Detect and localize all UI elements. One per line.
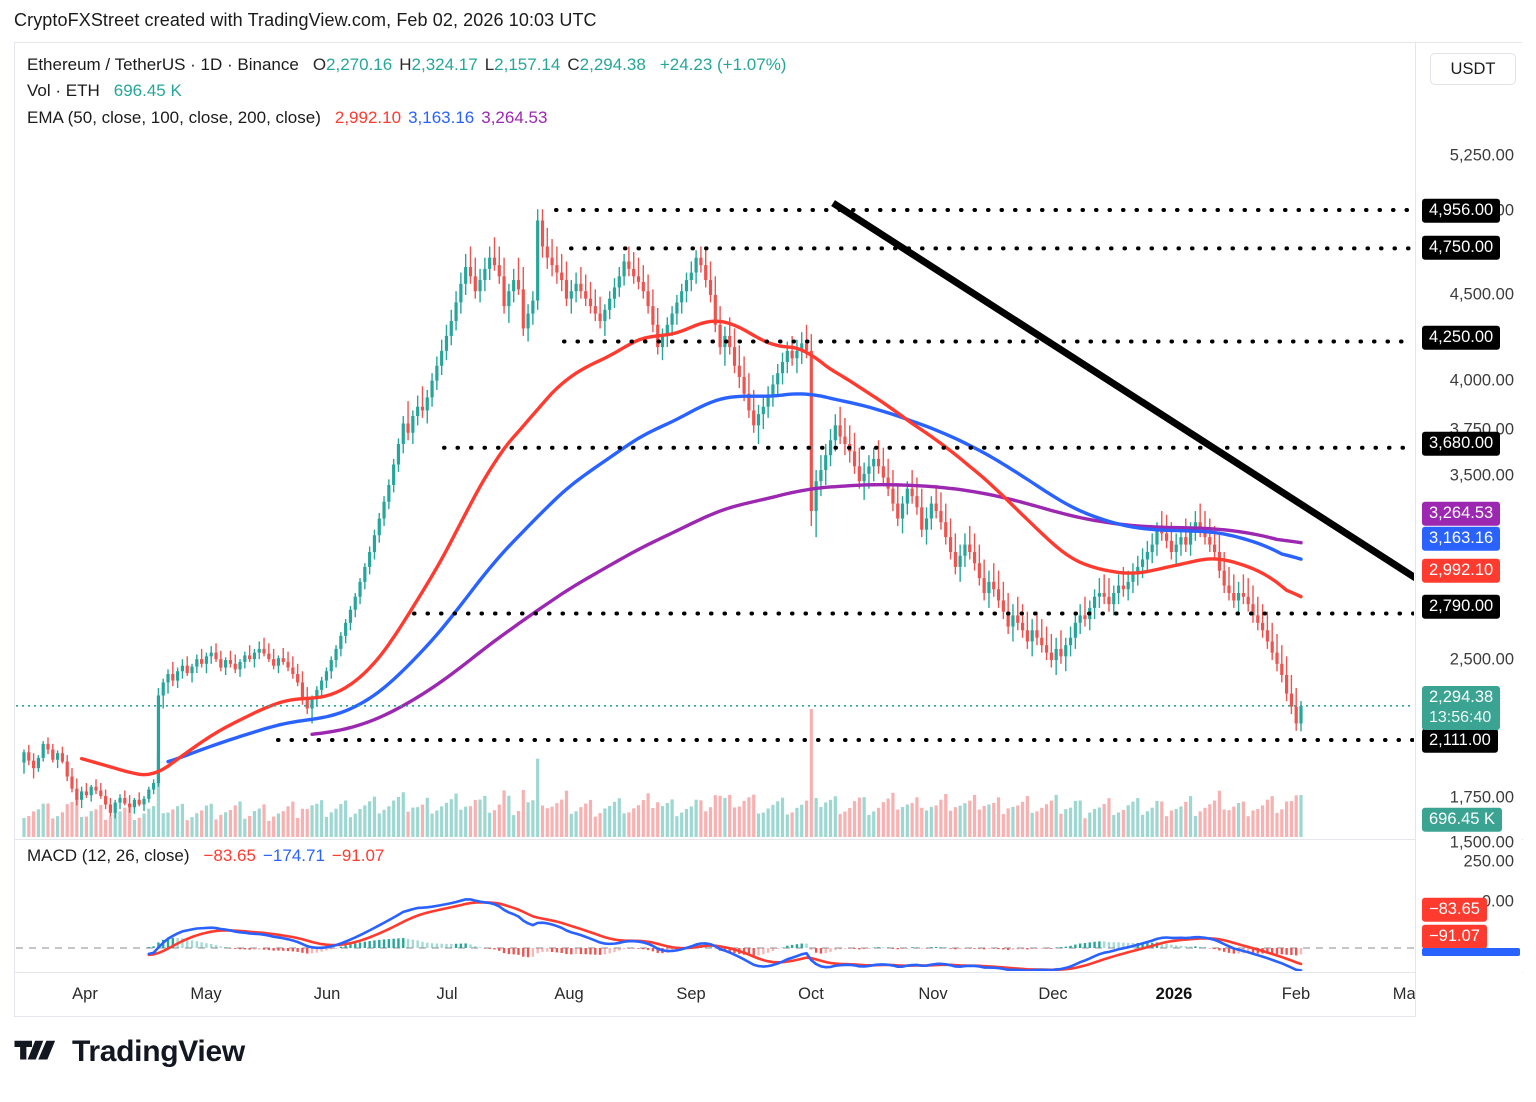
- price-candles-svg: [16, 200, 1414, 837]
- legend-volume-label: Vol · ETH: [27, 81, 100, 101]
- macd-value-chip: −83.65: [1422, 897, 1487, 923]
- currency-badge[interactable]: USDT: [1430, 53, 1516, 85]
- price-axis-tick: 4,000.00: [1449, 371, 1514, 390]
- price-axis-tick: 2,500.00: [1449, 650, 1514, 669]
- price-axis-tick: 1,750.00: [1449, 788, 1514, 807]
- bar-countdown: 13:56:40: [1429, 708, 1492, 726]
- attribution-text: CryptoFXStreet created with TradingView.…: [14, 10, 597, 30]
- legend-c-value: 2,294.38: [579, 55, 646, 74]
- price-level-chip: 4,250.00: [1422, 325, 1501, 351]
- legend-l-label: L: [484, 55, 495, 74]
- price-axis-tick: 4,500.00: [1449, 285, 1514, 304]
- price-axis-separator: [1415, 43, 1416, 1017]
- chart-legend: Ethereum / TetherUS · 1D · Binance O2,270…: [27, 52, 786, 131]
- macd-svg: [16, 898, 1414, 971]
- legend-o-value: 2,270.16: [326, 55, 393, 74]
- macd-value-chip: −91.07: [1422, 924, 1487, 950]
- time-axis-label: 2026: [1155, 985, 1193, 1003]
- legend-ema100-value: 3,163.16: [408, 107, 475, 127]
- macd-hist-value: −83.65: [203, 846, 256, 865]
- legend-ema-row[interactable]: EMA (50, close, 100, close, 200, close) 2…: [27, 105, 786, 131]
- legend-symbol: Ethereum / TetherUS · 1D · Binance: [27, 55, 299, 74]
- volume-value-chip: 696.45 K: [1422, 807, 1503, 833]
- time-axis-label: Jun: [313, 985, 341, 1003]
- tradingview-footer: TradingView: [14, 1035, 245, 1069]
- time-axis-separator: [15, 972, 1523, 973]
- time-axis-label: Dec: [1038, 985, 1068, 1003]
- legend-volume-row[interactable]: Vol · ETH 696.45 K: [27, 78, 786, 104]
- legend-l-value: 2,157.14: [494, 55, 561, 74]
- macd-axis[interactable]: 250.00 0.00 −83.65 −91.07: [1416, 840, 1522, 972]
- tradingview-wordmark: TradingView: [72, 1035, 245, 1068]
- time-axis-label: May: [190, 985, 222, 1003]
- macd-signal-value: −91.07: [331, 846, 385, 865]
- legend-h-value: 2,324.17: [411, 55, 478, 74]
- legend-c-label: C: [567, 55, 580, 74]
- time-axis[interactable]: Apr May Jun Jul Aug Sep Oct Nov Dec 2026 Feb Mar: [16, 973, 1421, 1017]
- legend-o-label: O: [312, 55, 327, 74]
- legend-ema50-value: 2,992.10: [334, 107, 402, 127]
- price-axis-tick: 1,500.00: [1449, 833, 1514, 852]
- macd-plot-area[interactable]: [16, 840, 1414, 971]
- ema-value-chip: 2,992.10: [1422, 558, 1501, 584]
- price-axis[interactable]: USDT 5,250.005,000.004,500.004,000.003,7…: [1416, 43, 1522, 1017]
- macd-macd-value: −174.71: [262, 846, 325, 865]
- current-price-chip: 2,294.38 13:56:40: [1422, 686, 1501, 730]
- legend-symbol-row[interactable]: Ethereum / TetherUS · 1D · Binance O2,270…: [27, 52, 786, 78]
- macd-line-chip: [1422, 948, 1520, 956]
- price-plot-area[interactable]: [16, 44, 1414, 838]
- price-level-chip: 3,680.00: [1422, 431, 1501, 457]
- price-level-chip: 2,790.00: [1422, 594, 1501, 620]
- pane-separator: [15, 839, 1523, 840]
- price-axis-tick: 3,500.00: [1449, 466, 1514, 485]
- ema-value-chip: 3,264.53: [1422, 501, 1501, 527]
- time-axis-label: Apr: [72, 985, 98, 1003]
- time-axis-label: Mar: [1392, 985, 1422, 1003]
- legend-h-label: H: [399, 55, 412, 74]
- time-axis-label: Feb: [1281, 985, 1311, 1003]
- time-axis-label: Jul: [436, 985, 458, 1003]
- time-axis-label: Oct: [798, 985, 824, 1003]
- ema-value-chip: 3,163.16: [1422, 526, 1501, 552]
- price-level-chip: 4,750.00: [1422, 235, 1501, 261]
- time-axis-label: Nov: [918, 985, 948, 1003]
- legend-ema200-value: 3,264.53: [481, 107, 548, 127]
- tradingview-logo-icon: [14, 1040, 56, 1060]
- chart-frame: Ethereum / TetherUS · 1D · Binance O2,270…: [14, 42, 1523, 1017]
- price-level-chip: 2,111.00: [1422, 728, 1498, 754]
- price-axis-tick: 5,250.00: [1449, 146, 1514, 165]
- time-axis-label: Aug: [554, 985, 584, 1003]
- legend-change: +24.23 (+1.07%): [659, 55, 787, 74]
- time-axis-label: Sep: [676, 985, 706, 1003]
- legend-ema-label: EMA (50, close, 100, close, 200, close): [27, 107, 321, 127]
- macd-legend-label: MACD (12, 26, close): [27, 846, 190, 865]
- macd-axis-tick: 0.00: [1481, 892, 1514, 911]
- price-level-chip: 4,956.00: [1422, 198, 1501, 224]
- macd-axis-tick: 250.00: [1463, 852, 1514, 871]
- legend-volume-value: 696.45 K: [113, 81, 182, 101]
- macd-legend[interactable]: MACD (12, 26, close) −83.65 −174.71 −91.07: [27, 846, 384, 866]
- current-price-value: 2,294.38: [1429, 688, 1494, 707]
